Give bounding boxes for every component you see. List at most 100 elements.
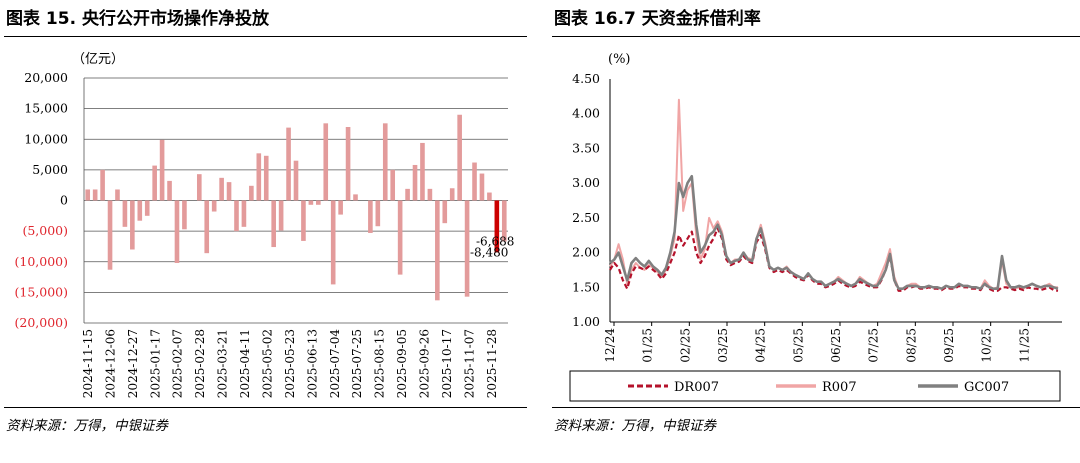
x-tick-label: 2025-03-21 bbox=[216, 329, 230, 398]
x-tick-label: 10/25 bbox=[980, 328, 994, 363]
bar bbox=[85, 189, 91, 201]
left-title-rule bbox=[4, 36, 527, 37]
bar bbox=[449, 188, 455, 201]
bar bbox=[241, 200, 247, 227]
net-injection-bar-chart: （亿元） 20,000 15,000 10,000 5,000 0 (5,000) (10,0… bbox=[15, 52, 515, 399]
legend-label-r007: R007 bbox=[822, 380, 857, 395]
x-tick-label: 2025-08-15 bbox=[373, 329, 387, 398]
bar bbox=[457, 114, 462, 201]
x-tick-label: 2024-12-06 bbox=[103, 329, 117, 398]
x-tick-label: 06/25 bbox=[829, 328, 843, 363]
y-tick-label: (10,000) bbox=[15, 254, 69, 269]
y-tick-label: 1.50 bbox=[572, 279, 600, 294]
bar bbox=[330, 200, 336, 285]
x-tick-label: 2025-04-11 bbox=[238, 329, 252, 398]
y-tick-label: 0 bbox=[60, 193, 68, 208]
y-tick-label: 3.50 bbox=[572, 140, 600, 155]
x-tick-label: 2025-05-02 bbox=[260, 329, 274, 398]
bar bbox=[338, 200, 343, 215]
y-tick-label: 10,000 bbox=[24, 131, 68, 146]
x-tick-label: 2025-10-17 bbox=[440, 329, 454, 398]
bar bbox=[167, 180, 172, 201]
bar bbox=[323, 123, 329, 201]
bar bbox=[405, 188, 410, 201]
x-tick-label: 04/25 bbox=[754, 328, 768, 363]
x-tick-label: 08/25 bbox=[904, 328, 918, 363]
data-label-second-last: -8,480 bbox=[470, 245, 508, 259]
bar bbox=[390, 169, 396, 201]
bar bbox=[501, 200, 507, 242]
bar bbox=[219, 177, 224, 201]
y-tick-label: 15,000 bbox=[24, 101, 68, 116]
bar bbox=[182, 200, 187, 230]
bar bbox=[368, 200, 373, 233]
y-tick-label: 4.00 bbox=[572, 106, 600, 121]
right-chart-title: 图表 16.7 天资金拆借利率 bbox=[554, 9, 761, 29]
y-tick-label: (5,000) bbox=[22, 223, 68, 238]
y-tick-label: 2.50 bbox=[572, 210, 600, 225]
y-tick-label: (20,000) bbox=[15, 315, 69, 330]
bar bbox=[226, 182, 232, 201]
bar bbox=[234, 200, 239, 232]
x-tick-label: 2024-11-15 bbox=[81, 329, 95, 398]
x-tick-label: 01/25 bbox=[641, 328, 655, 363]
bar bbox=[115, 189, 120, 201]
bar bbox=[137, 200, 143, 221]
x-tick-label: 2024-12-27 bbox=[126, 329, 140, 398]
bar bbox=[130, 200, 135, 250]
y-tick-label: 3.00 bbox=[572, 175, 600, 190]
x-tick-label: 2025-11-28 bbox=[485, 329, 499, 398]
x-tick-label: 2025-07-04 bbox=[328, 329, 342, 399]
bar bbox=[152, 165, 157, 201]
x-tick-label: 11/25 bbox=[1017, 328, 1031, 363]
bar bbox=[159, 139, 165, 201]
x-tick-label: 12/24 bbox=[603, 328, 617, 363]
x-tick-label: 2025-02-07 bbox=[171, 329, 185, 398]
x-tick-label: 2025-01-17 bbox=[148, 329, 162, 398]
bar bbox=[249, 185, 254, 201]
y-tick-label: 4.50 bbox=[572, 71, 600, 86]
bar bbox=[100, 169, 105, 201]
x-tick-label: 2025-02-28 bbox=[193, 329, 207, 398]
bar bbox=[301, 200, 306, 241]
x-tick-label: 2025-11-07 bbox=[462, 329, 476, 398]
y-tick-label: 5,000 bbox=[32, 162, 68, 177]
left-source-note: 资料来源：万得，中银证券 bbox=[6, 418, 168, 434]
bar bbox=[196, 174, 202, 201]
bar bbox=[375, 200, 381, 227]
bar bbox=[174, 200, 180, 263]
legend-label-dr007: DR007 bbox=[674, 380, 719, 395]
bar bbox=[92, 189, 98, 201]
x-tick-label: 07/25 bbox=[867, 328, 881, 363]
y-tick-label: 2.00 bbox=[572, 245, 600, 260]
x-tick-label: 09/25 bbox=[942, 328, 956, 363]
bar bbox=[122, 200, 128, 227]
y-tick-label: (15,000) bbox=[15, 284, 69, 299]
bar bbox=[494, 200, 500, 253]
bar bbox=[211, 200, 217, 212]
left-chart-title: 图表 15. 央行公开市场操作净投放 bbox=[6, 9, 269, 29]
bar bbox=[204, 200, 210, 254]
bar bbox=[442, 200, 448, 224]
left-chart-panel: 图表 15. 央行公开市场操作净投放 （亿元） 20,000 15,000 10,00… bbox=[0, 0, 527, 463]
left-bottom-rule bbox=[4, 407, 527, 408]
x-tick-label: 02/25 bbox=[678, 328, 692, 363]
bar bbox=[271, 200, 276, 248]
bar bbox=[420, 142, 425, 201]
x-tick-label: 2025-05-23 bbox=[283, 329, 297, 398]
bar bbox=[263, 155, 269, 201]
right-chart-panel: 图表 16.7 天资金拆借利率 (%) 1.00 1.50 2.00 2.50 3.00 3… bbox=[548, 0, 1080, 463]
bar bbox=[345, 127, 351, 201]
x-tick-label: 2025-07-25 bbox=[350, 329, 364, 398]
bar bbox=[278, 200, 284, 231]
bar bbox=[308, 200, 314, 205]
x-tick-label: 2025-06-13 bbox=[305, 329, 319, 398]
data-label-last: -6,688 bbox=[476, 234, 514, 248]
x-tick-label: 2025-09-26 bbox=[418, 329, 432, 398]
x-tick-label: 05/25 bbox=[791, 328, 805, 363]
bar bbox=[412, 164, 418, 201]
right-title-rule bbox=[552, 36, 1080, 37]
series-line-dr007 bbox=[609, 227, 1059, 292]
y-tick-label: 20,000 bbox=[24, 70, 68, 85]
bar bbox=[107, 200, 113, 270]
